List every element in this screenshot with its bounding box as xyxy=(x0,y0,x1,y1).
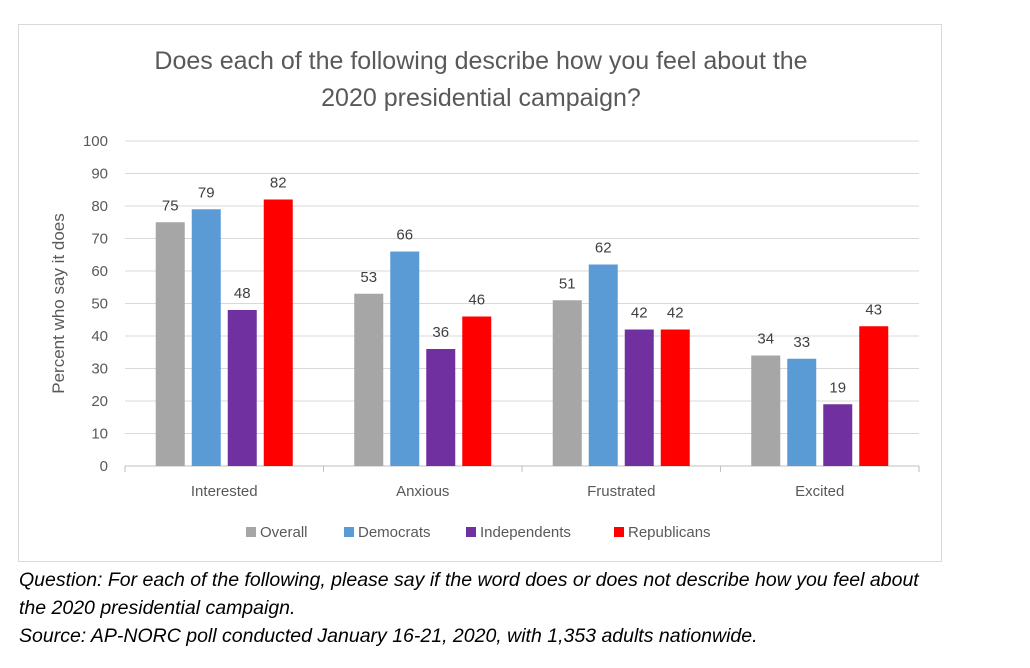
bar-overall-excited xyxy=(751,355,781,466)
y-tick-label: 30 xyxy=(91,361,108,378)
y-tick-label: 70 xyxy=(91,231,108,248)
legend-label-republicans: Republicans xyxy=(628,524,711,541)
data-label: 66 xyxy=(396,227,413,244)
data-label: 51 xyxy=(559,275,576,292)
bar-overall-frustrated xyxy=(552,300,582,466)
data-label: 48 xyxy=(234,285,251,302)
chart-area: Does each of the following describe how … xyxy=(18,24,942,562)
source-note: Source: AP-NORC poll conducted January 1… xyxy=(19,625,758,647)
data-label: 36 xyxy=(432,324,449,341)
bar-republicans-interested xyxy=(263,199,293,466)
y-tick-label: 90 xyxy=(91,166,108,183)
bar-democrats-excited xyxy=(787,358,817,466)
y-tick-label: 50 xyxy=(91,296,108,313)
data-label: 33 xyxy=(793,334,810,351)
bar-chart: Does each of the following describe how … xyxy=(49,47,920,541)
x-category-label: Anxious xyxy=(396,483,449,500)
data-label: 82 xyxy=(270,175,287,192)
bar-independents-anxious xyxy=(426,349,456,466)
bar-republicans-excited xyxy=(859,326,889,466)
bar-democrats-interested xyxy=(191,209,221,466)
chart-title-line-1: Does each of the following describe how … xyxy=(154,47,807,75)
question-note-line2: the 2020 presidential campaign. xyxy=(19,597,296,619)
legend-label-overall: Overall xyxy=(260,524,308,541)
data-label: 46 xyxy=(468,292,485,309)
data-label: 79 xyxy=(198,184,215,201)
x-category-label: Interested xyxy=(191,483,258,500)
data-label: 19 xyxy=(829,379,846,396)
bar-republicans-anxious xyxy=(462,316,492,466)
bar-independents-frustrated xyxy=(624,329,654,466)
data-label: 62 xyxy=(595,240,612,257)
bar-republicans-frustrated xyxy=(660,329,690,466)
chart-title-line-2: 2020 presidential campaign? xyxy=(321,84,641,112)
y-tick-label: 40 xyxy=(91,328,108,345)
bar-democrats-anxious xyxy=(390,251,420,466)
y-tick-label: 0 xyxy=(100,458,108,475)
y-tick-label: 10 xyxy=(91,426,108,443)
bar-overall-interested xyxy=(155,222,185,466)
legend-swatch-democrats xyxy=(344,527,354,537)
y-tick-label: 20 xyxy=(91,393,108,410)
y-tick-label: 100 xyxy=(83,133,108,150)
legend-label-independents: Independents xyxy=(480,524,571,541)
bar-overall-anxious xyxy=(354,293,384,466)
legend-swatch-independents xyxy=(466,527,476,537)
data-label: 53 xyxy=(360,269,377,286)
data-label: 42 xyxy=(667,305,684,322)
question-note-line1: Question: For each of the following, ple… xyxy=(19,569,919,591)
y-axis-title: Percent who say it does xyxy=(49,213,68,393)
x-category-label: Excited xyxy=(795,483,844,500)
x-category-label: Frustrated xyxy=(587,483,655,500)
bar-democrats-frustrated xyxy=(588,264,618,466)
data-label: 75 xyxy=(162,197,179,214)
bar-independents-interested xyxy=(227,310,257,466)
legend-label-democrats: Democrats xyxy=(358,524,431,541)
bar-independents-excited xyxy=(823,404,853,466)
data-label: 34 xyxy=(757,331,774,348)
legend-swatch-republicans xyxy=(614,527,624,537)
y-tick-label: 80 xyxy=(91,198,108,215)
legend-swatch-overall xyxy=(246,527,256,537)
data-label: 43 xyxy=(865,301,882,318)
y-tick-label: 60 xyxy=(91,263,108,280)
data-label: 42 xyxy=(631,305,648,322)
